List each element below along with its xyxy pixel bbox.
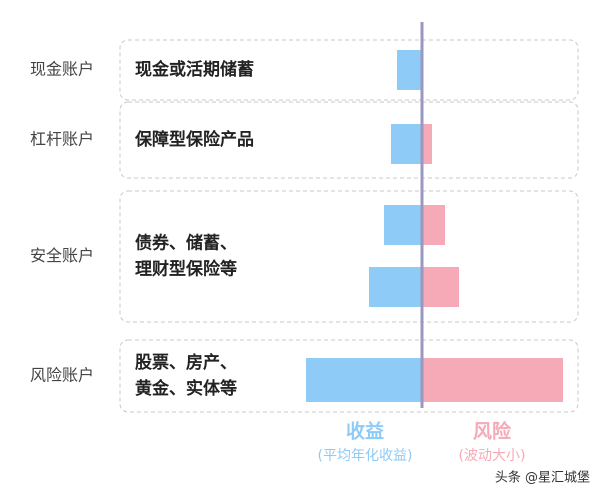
- row-box: [119, 101, 579, 179]
- return-bar: [397, 50, 422, 90]
- account-label: 杠杆账户: [30, 130, 94, 149]
- legend-title: 收益: [346, 420, 384, 443]
- return-bar: [384, 205, 422, 245]
- risk-bar: [422, 267, 459, 307]
- row-box: [119, 190, 579, 323]
- row-desc: 保障型保险产品: [134, 129, 254, 150]
- return-bar: [369, 267, 422, 307]
- row-desc: 黄金、实体等: [135, 378, 237, 399]
- legend-subtitle: (波动大小): [459, 448, 526, 464]
- watermark: 头条 @星汇城堡: [495, 470, 590, 486]
- row-desc: 理财型保险等: [135, 259, 237, 280]
- account-label: 安全账户: [30, 246, 94, 265]
- return-bar: [306, 358, 422, 402]
- row-desc: 股票、房产、: [135, 352, 237, 373]
- legend-title: 风险: [473, 420, 512, 443]
- row-desc: 债券、储蓄、: [135, 233, 237, 254]
- row-box: [119, 339, 579, 413]
- risk-bar: [422, 124, 432, 164]
- account-label: 风险账户: [30, 366, 94, 385]
- risk-bar: [422, 205, 445, 245]
- return-bar: [391, 124, 422, 164]
- risk-bar: [422, 358, 563, 402]
- legend-subtitle: (平均年化收益): [318, 448, 413, 464]
- row-box: [119, 39, 579, 101]
- account-label: 现金账户: [30, 60, 94, 79]
- row-desc: 现金或活期储蓄: [135, 59, 254, 80]
